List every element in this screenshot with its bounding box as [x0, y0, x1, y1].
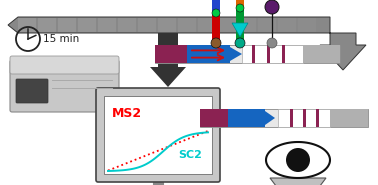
FancyBboxPatch shape — [10, 56, 119, 74]
Polygon shape — [282, 45, 285, 63]
Polygon shape — [118, 18, 136, 32]
Circle shape — [286, 148, 310, 172]
Circle shape — [267, 38, 277, 48]
Polygon shape — [218, 18, 236, 32]
Polygon shape — [228, 109, 265, 127]
Circle shape — [211, 38, 221, 48]
Polygon shape — [266, 142, 330, 178]
Polygon shape — [38, 18, 56, 32]
Polygon shape — [198, 18, 216, 32]
Polygon shape — [236, 10, 244, 40]
Polygon shape — [158, 18, 176, 32]
Polygon shape — [236, 0, 244, 10]
Circle shape — [265, 0, 279, 14]
Polygon shape — [278, 109, 330, 127]
Polygon shape — [232, 23, 248, 37]
Polygon shape — [8, 17, 366, 70]
Polygon shape — [104, 96, 212, 174]
Polygon shape — [212, 15, 220, 40]
Polygon shape — [212, 0, 220, 15]
Polygon shape — [148, 140, 168, 182]
Polygon shape — [238, 18, 256, 32]
Polygon shape — [178, 18, 196, 32]
Polygon shape — [78, 18, 96, 32]
Polygon shape — [270, 178, 326, 185]
Polygon shape — [290, 109, 293, 127]
Polygon shape — [252, 45, 255, 63]
Polygon shape — [155, 45, 340, 63]
Polygon shape — [316, 109, 319, 127]
Circle shape — [212, 9, 220, 17]
Polygon shape — [138, 18, 156, 32]
Polygon shape — [230, 47, 242, 61]
Polygon shape — [98, 18, 116, 32]
Polygon shape — [303, 109, 306, 127]
Text: 15 min: 15 min — [43, 34, 79, 44]
Text: SC2: SC2 — [178, 150, 202, 160]
Polygon shape — [155, 45, 187, 63]
Polygon shape — [187, 45, 230, 63]
FancyBboxPatch shape — [16, 79, 48, 103]
Polygon shape — [303, 45, 340, 63]
Polygon shape — [242, 45, 303, 63]
FancyBboxPatch shape — [96, 88, 220, 182]
Polygon shape — [267, 45, 270, 63]
Polygon shape — [18, 18, 36, 32]
Text: MS2: MS2 — [112, 107, 142, 120]
Polygon shape — [200, 109, 228, 127]
Circle shape — [235, 38, 245, 48]
FancyBboxPatch shape — [10, 60, 119, 112]
Polygon shape — [265, 111, 275, 125]
Polygon shape — [330, 109, 368, 127]
Circle shape — [236, 4, 244, 12]
Polygon shape — [136, 177, 180, 182]
Polygon shape — [58, 18, 76, 32]
Polygon shape — [150, 33, 186, 87]
Polygon shape — [200, 109, 368, 127]
